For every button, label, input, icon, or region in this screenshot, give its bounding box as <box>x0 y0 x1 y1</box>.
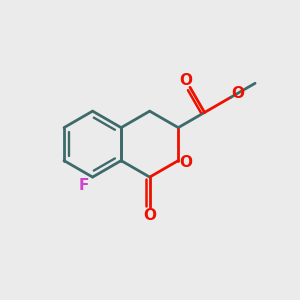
Text: O: O <box>143 208 156 223</box>
Text: F: F <box>79 178 89 194</box>
Text: O: O <box>231 86 244 101</box>
Text: O: O <box>180 154 193 169</box>
Text: O: O <box>179 73 192 88</box>
